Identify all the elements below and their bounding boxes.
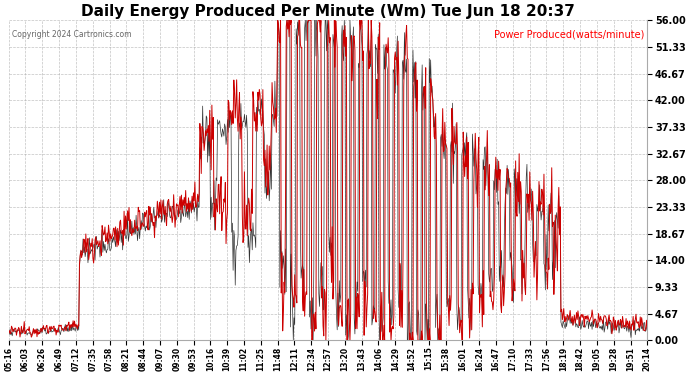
Text: Power Produced(watts/minute): Power Produced(watts/minute) bbox=[494, 30, 644, 40]
Title: Daily Energy Produced Per Minute (Wm) Tue Jun 18 20:37: Daily Energy Produced Per Minute (Wm) Tu… bbox=[81, 4, 575, 19]
Text: Copyright 2024 Cartronics.com: Copyright 2024 Cartronics.com bbox=[12, 30, 131, 39]
